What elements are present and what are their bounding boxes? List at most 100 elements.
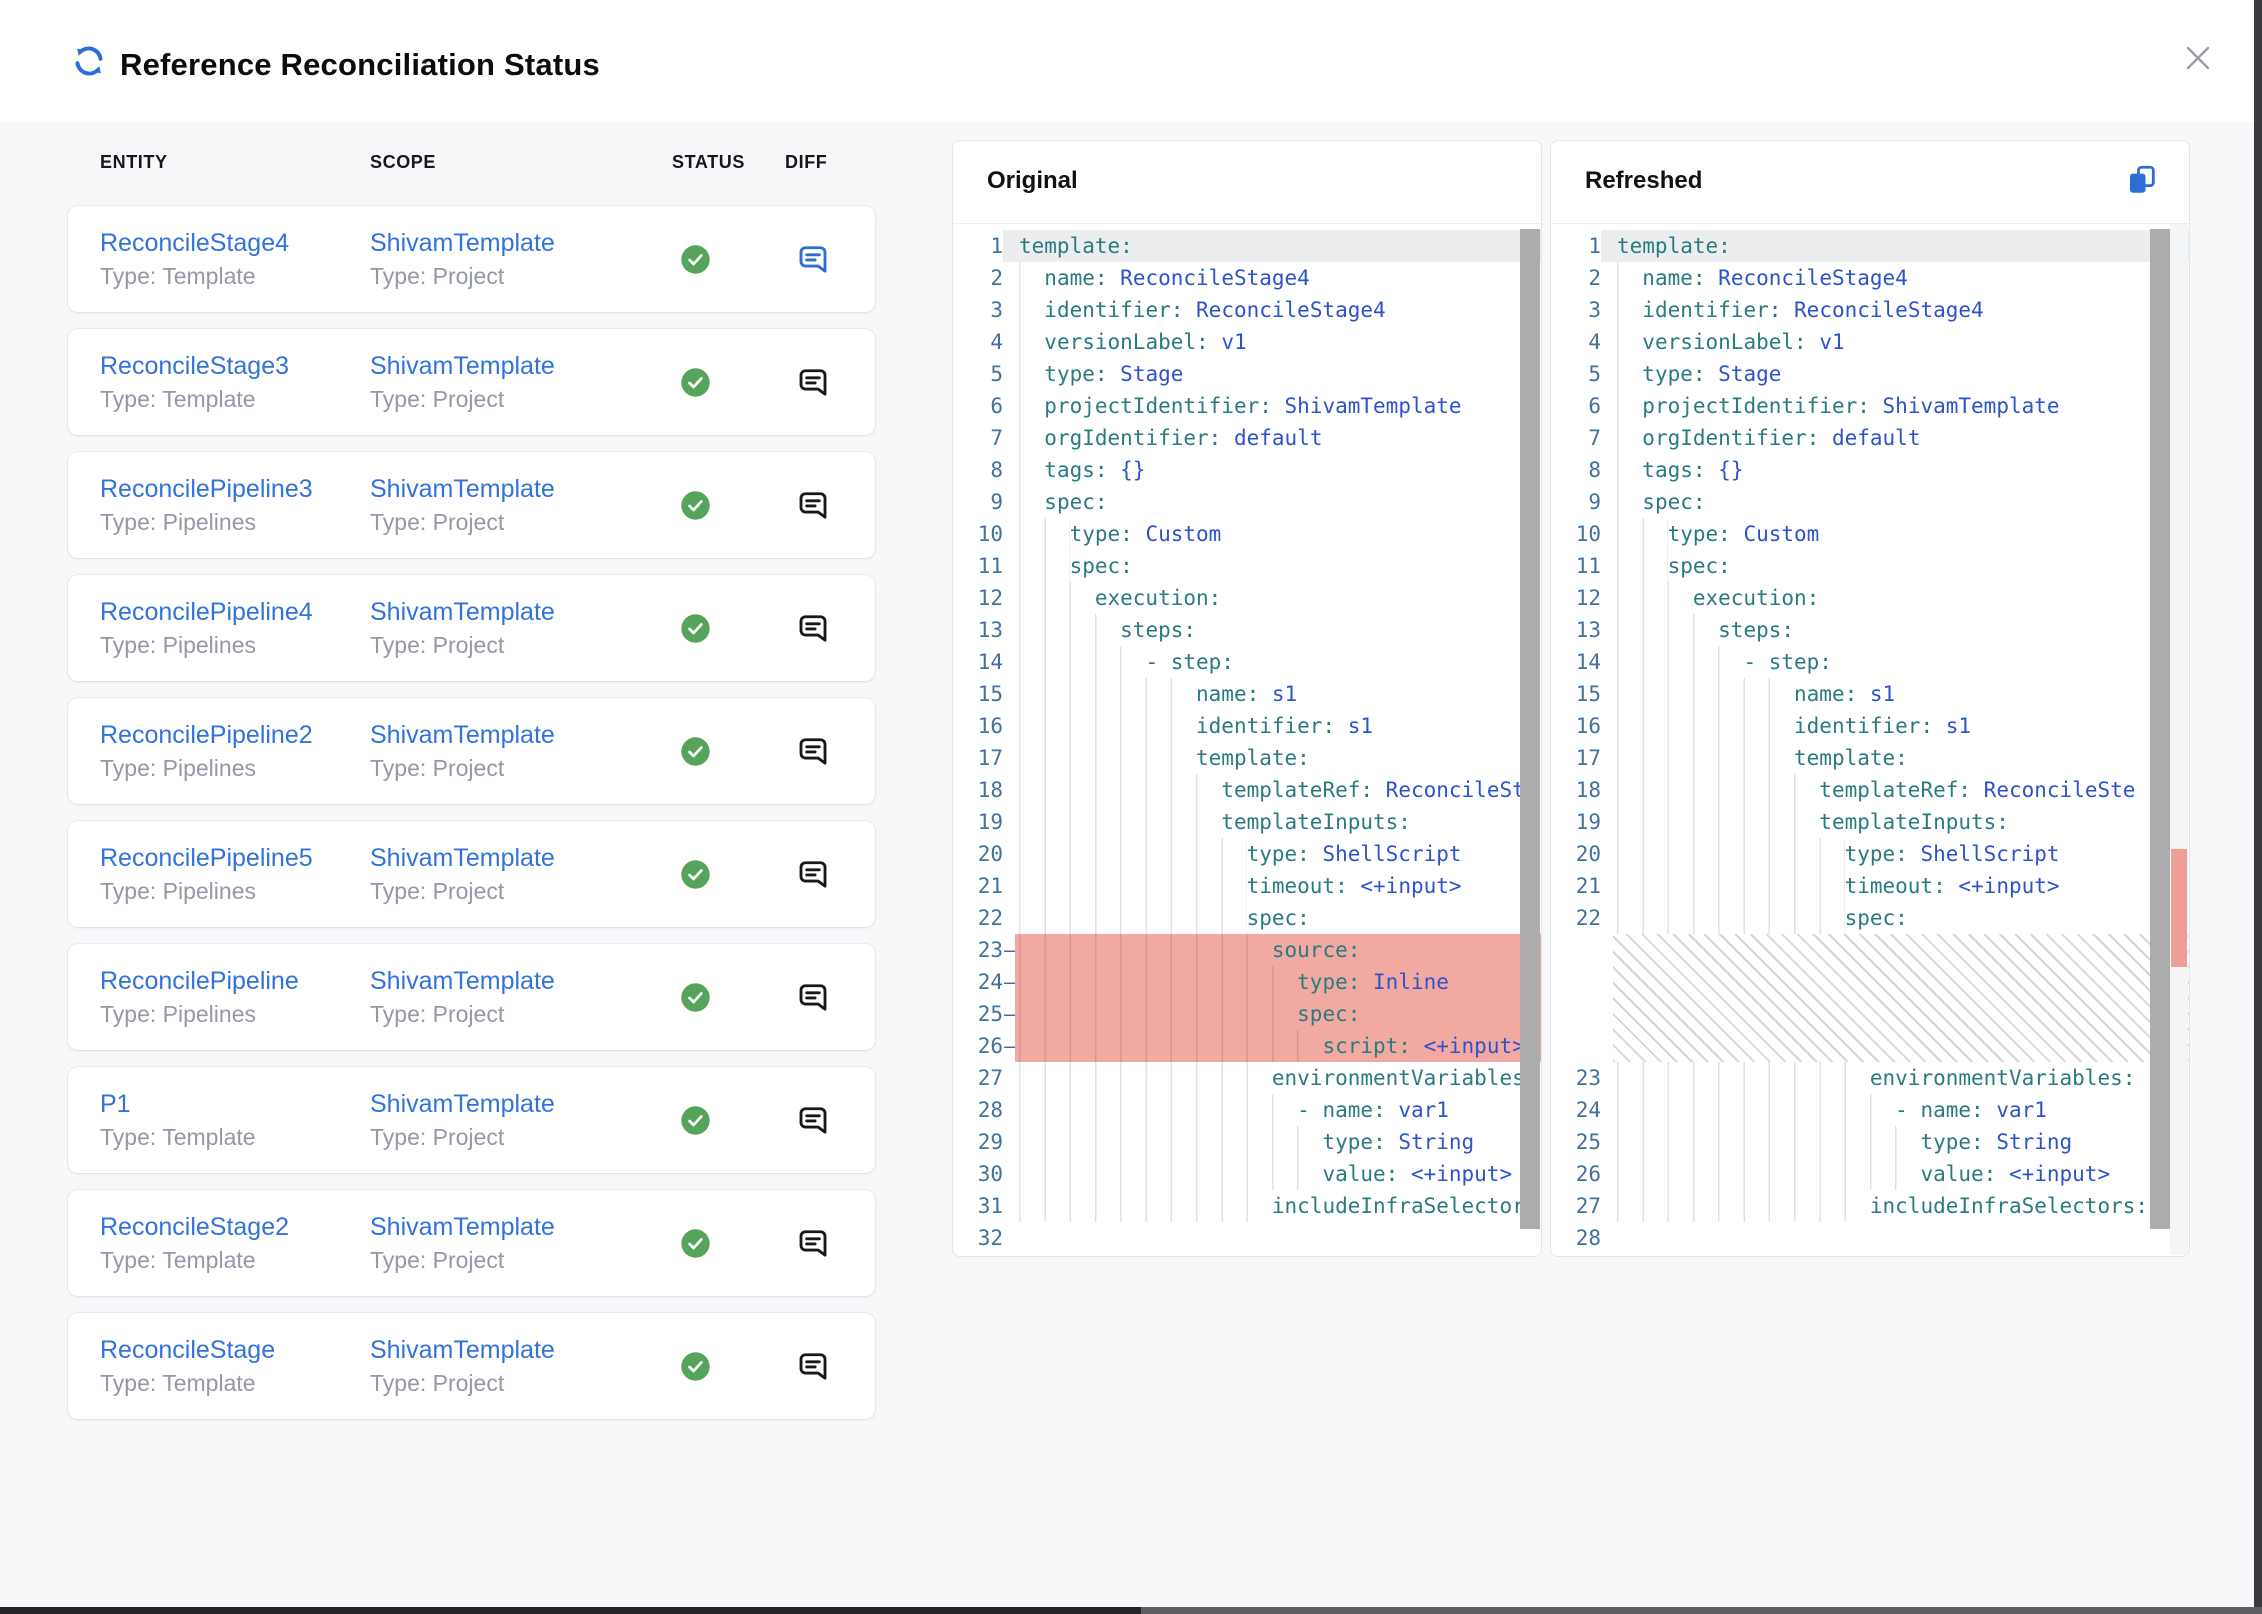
scope-link[interactable]: ShivamTemplate xyxy=(370,844,555,872)
entity-link[interactable]: ReconcilePipeline5 xyxy=(100,844,313,872)
table-row: ReconcileStage2 Type: Template ShivamTem… xyxy=(68,1190,875,1296)
refreshed-scrollbar[interactable] xyxy=(2150,229,2170,1229)
diff-icon[interactable] xyxy=(795,241,831,277)
diff-icon[interactable] xyxy=(795,487,831,523)
entity-link[interactable]: P1 xyxy=(100,1090,131,1118)
entity-type-label: Type: Pipelines xyxy=(100,755,256,781)
entity-link[interactable]: ReconcilePipeline xyxy=(100,967,299,995)
line-number: 4 xyxy=(990,330,1003,354)
entity-cell: ReconcilePipeline Type: Pipelines xyxy=(100,966,370,1028)
code-line: 27 includeInfraSelectors: xyxy=(1551,1190,2189,1222)
code-line: 29 type: String xyxy=(953,1126,1541,1158)
code-line: 6 projectIdentifier: ShivamTemplate xyxy=(953,390,1541,422)
scope-link[interactable]: ShivamTemplate xyxy=(370,598,555,626)
scope-link[interactable]: ShivamTemplate xyxy=(370,229,555,257)
line-number: 11 xyxy=(977,554,1003,578)
entity-cell: ReconcileStage3 Type: Template xyxy=(100,351,370,413)
line-number: 15 xyxy=(977,682,1003,706)
table-row: ReconcileStage4 Type: Template ShivamTem… xyxy=(68,206,875,312)
status-cell xyxy=(680,613,711,644)
line-number: 30 xyxy=(977,1162,1003,1186)
line-number: 15 xyxy=(1575,682,1601,706)
code-line: 4 versionLabel: v1 xyxy=(1551,326,2189,358)
line-number: 22 xyxy=(977,906,1003,930)
scope-link[interactable]: ShivamTemplate xyxy=(370,1090,555,1118)
code-line: 14 - step: xyxy=(953,646,1541,678)
scope-link[interactable]: ShivamTemplate xyxy=(370,475,555,503)
entity-link[interactable]: ReconcilePipeline4 xyxy=(100,598,313,626)
entity-type-label: Type: Pipelines xyxy=(100,632,256,658)
code-line: 20 type: ShellScript xyxy=(1551,838,2189,870)
entity-type-label: Type: Template xyxy=(100,1124,256,1150)
code-line: 32 xyxy=(953,1222,1541,1254)
scope-cell: ShivamTemplate Type: Project xyxy=(370,1089,672,1151)
line-number: 18 xyxy=(977,778,1003,802)
status-cell xyxy=(680,736,711,767)
scope-cell: ShivamTemplate Type: Project xyxy=(370,351,672,413)
line-number: 1 xyxy=(990,234,1003,258)
scope-link[interactable]: ShivamTemplate xyxy=(370,721,555,749)
original-code-editor[interactable]: 1 template: 2 name: ReconcileStage4 3 ident… xyxy=(953,223,1541,1256)
scope-type-label: Type: Project xyxy=(370,755,505,781)
code-line: 31 includeInfraSelectors: xyxy=(953,1190,1541,1222)
original-scrollbar[interactable] xyxy=(1520,229,1540,1229)
entity-link[interactable]: ReconcilePipeline3 xyxy=(100,475,313,503)
close-icon[interactable] xyxy=(2178,38,2218,78)
code-line: 30 value: <+input> xyxy=(953,1158,1541,1190)
entity-cell: ReconcileStage2 Type: Template xyxy=(100,1212,370,1274)
code-line-deleted: 26– script: <+input> xyxy=(953,1030,1541,1062)
line-number: 32 xyxy=(977,1226,1003,1250)
code-line: 28 - name: var1 xyxy=(953,1094,1541,1126)
copy-icon[interactable] xyxy=(2125,163,2159,197)
bottom-bar-gray xyxy=(1141,1607,2262,1614)
diff-icon[interactable] xyxy=(795,1348,831,1384)
scope-link[interactable]: ShivamTemplate xyxy=(370,1336,555,1364)
status-cell xyxy=(680,1105,711,1136)
code-line: 6 projectIdentifier: ShivamTemplate xyxy=(1551,390,2189,422)
scope-link[interactable]: ShivamTemplate xyxy=(370,967,555,995)
table-row: ReconcileStage3 Type: Template ShivamTem… xyxy=(68,329,875,435)
success-icon xyxy=(681,244,710,274)
scope-type-label: Type: Project xyxy=(370,632,505,658)
line-number: 14 xyxy=(1575,650,1601,674)
scope-cell: ShivamTemplate Type: Project xyxy=(370,597,672,659)
code-line-deleted: 25– spec: xyxy=(953,998,1541,1030)
entity-link[interactable]: ReconcileStage2 xyxy=(100,1213,290,1241)
entity-link[interactable]: ReconcilePipeline2 xyxy=(100,721,313,749)
diff-icon[interactable] xyxy=(795,979,831,1015)
status-cell xyxy=(680,367,711,398)
scope-link[interactable]: ShivamTemplate xyxy=(370,352,555,380)
success-icon xyxy=(681,613,710,643)
code-line: 9 spec: xyxy=(1551,486,2189,518)
refreshed-code-editor[interactable]: 1 template: 2 name: ReconcileStage4 3 ident… xyxy=(1551,223,2189,1256)
line-number: 3 xyxy=(990,298,1003,322)
scope-type-label: Type: Project xyxy=(370,263,505,289)
diff-icon[interactable] xyxy=(795,733,831,769)
scope-type-label: Type: Project xyxy=(370,1247,505,1273)
status-cell xyxy=(680,1228,711,1259)
diff-icon[interactable] xyxy=(795,364,831,400)
line-number: 28 xyxy=(1575,1226,1601,1250)
diff-icon[interactable] xyxy=(795,1225,831,1261)
diff-icon[interactable] xyxy=(795,610,831,646)
entity-link[interactable]: ReconcileStage xyxy=(100,1336,276,1364)
code-line: 18 templateRef: ReconcileSte xyxy=(953,774,1541,806)
code-line: 21 timeout: <+input> xyxy=(1551,870,2189,902)
diff-icon[interactable] xyxy=(795,1102,831,1138)
entity-link[interactable]: ReconcileStage3 xyxy=(100,352,290,380)
line-number: 19 xyxy=(977,810,1003,834)
table-row: ReconcilePipeline2 Type: Pipelines Shiva… xyxy=(68,698,875,804)
scope-link[interactable]: ShivamTemplate xyxy=(370,1213,555,1241)
line-number: 24 xyxy=(977,970,1003,994)
code-line: 4 versionLabel: v1 xyxy=(953,326,1541,358)
entity-cell: ReconcileStage Type: Template xyxy=(100,1335,370,1397)
line-number: 9 xyxy=(1588,490,1601,514)
line-number: 20 xyxy=(977,842,1003,866)
entity-cell: ReconcilePipeline4 Type: Pipelines xyxy=(100,597,370,659)
code-line-deleted: 24– type: Inline xyxy=(953,966,1541,998)
entity-link[interactable]: ReconcileStage4 xyxy=(100,229,290,257)
table-row: ReconcilePipeline5 Type: Pipelines Shiva… xyxy=(68,821,875,927)
scope-type-label: Type: Project xyxy=(370,386,505,412)
diff-icon[interactable] xyxy=(795,856,831,892)
code-line: 16 identifier: s1 xyxy=(1551,710,2189,742)
